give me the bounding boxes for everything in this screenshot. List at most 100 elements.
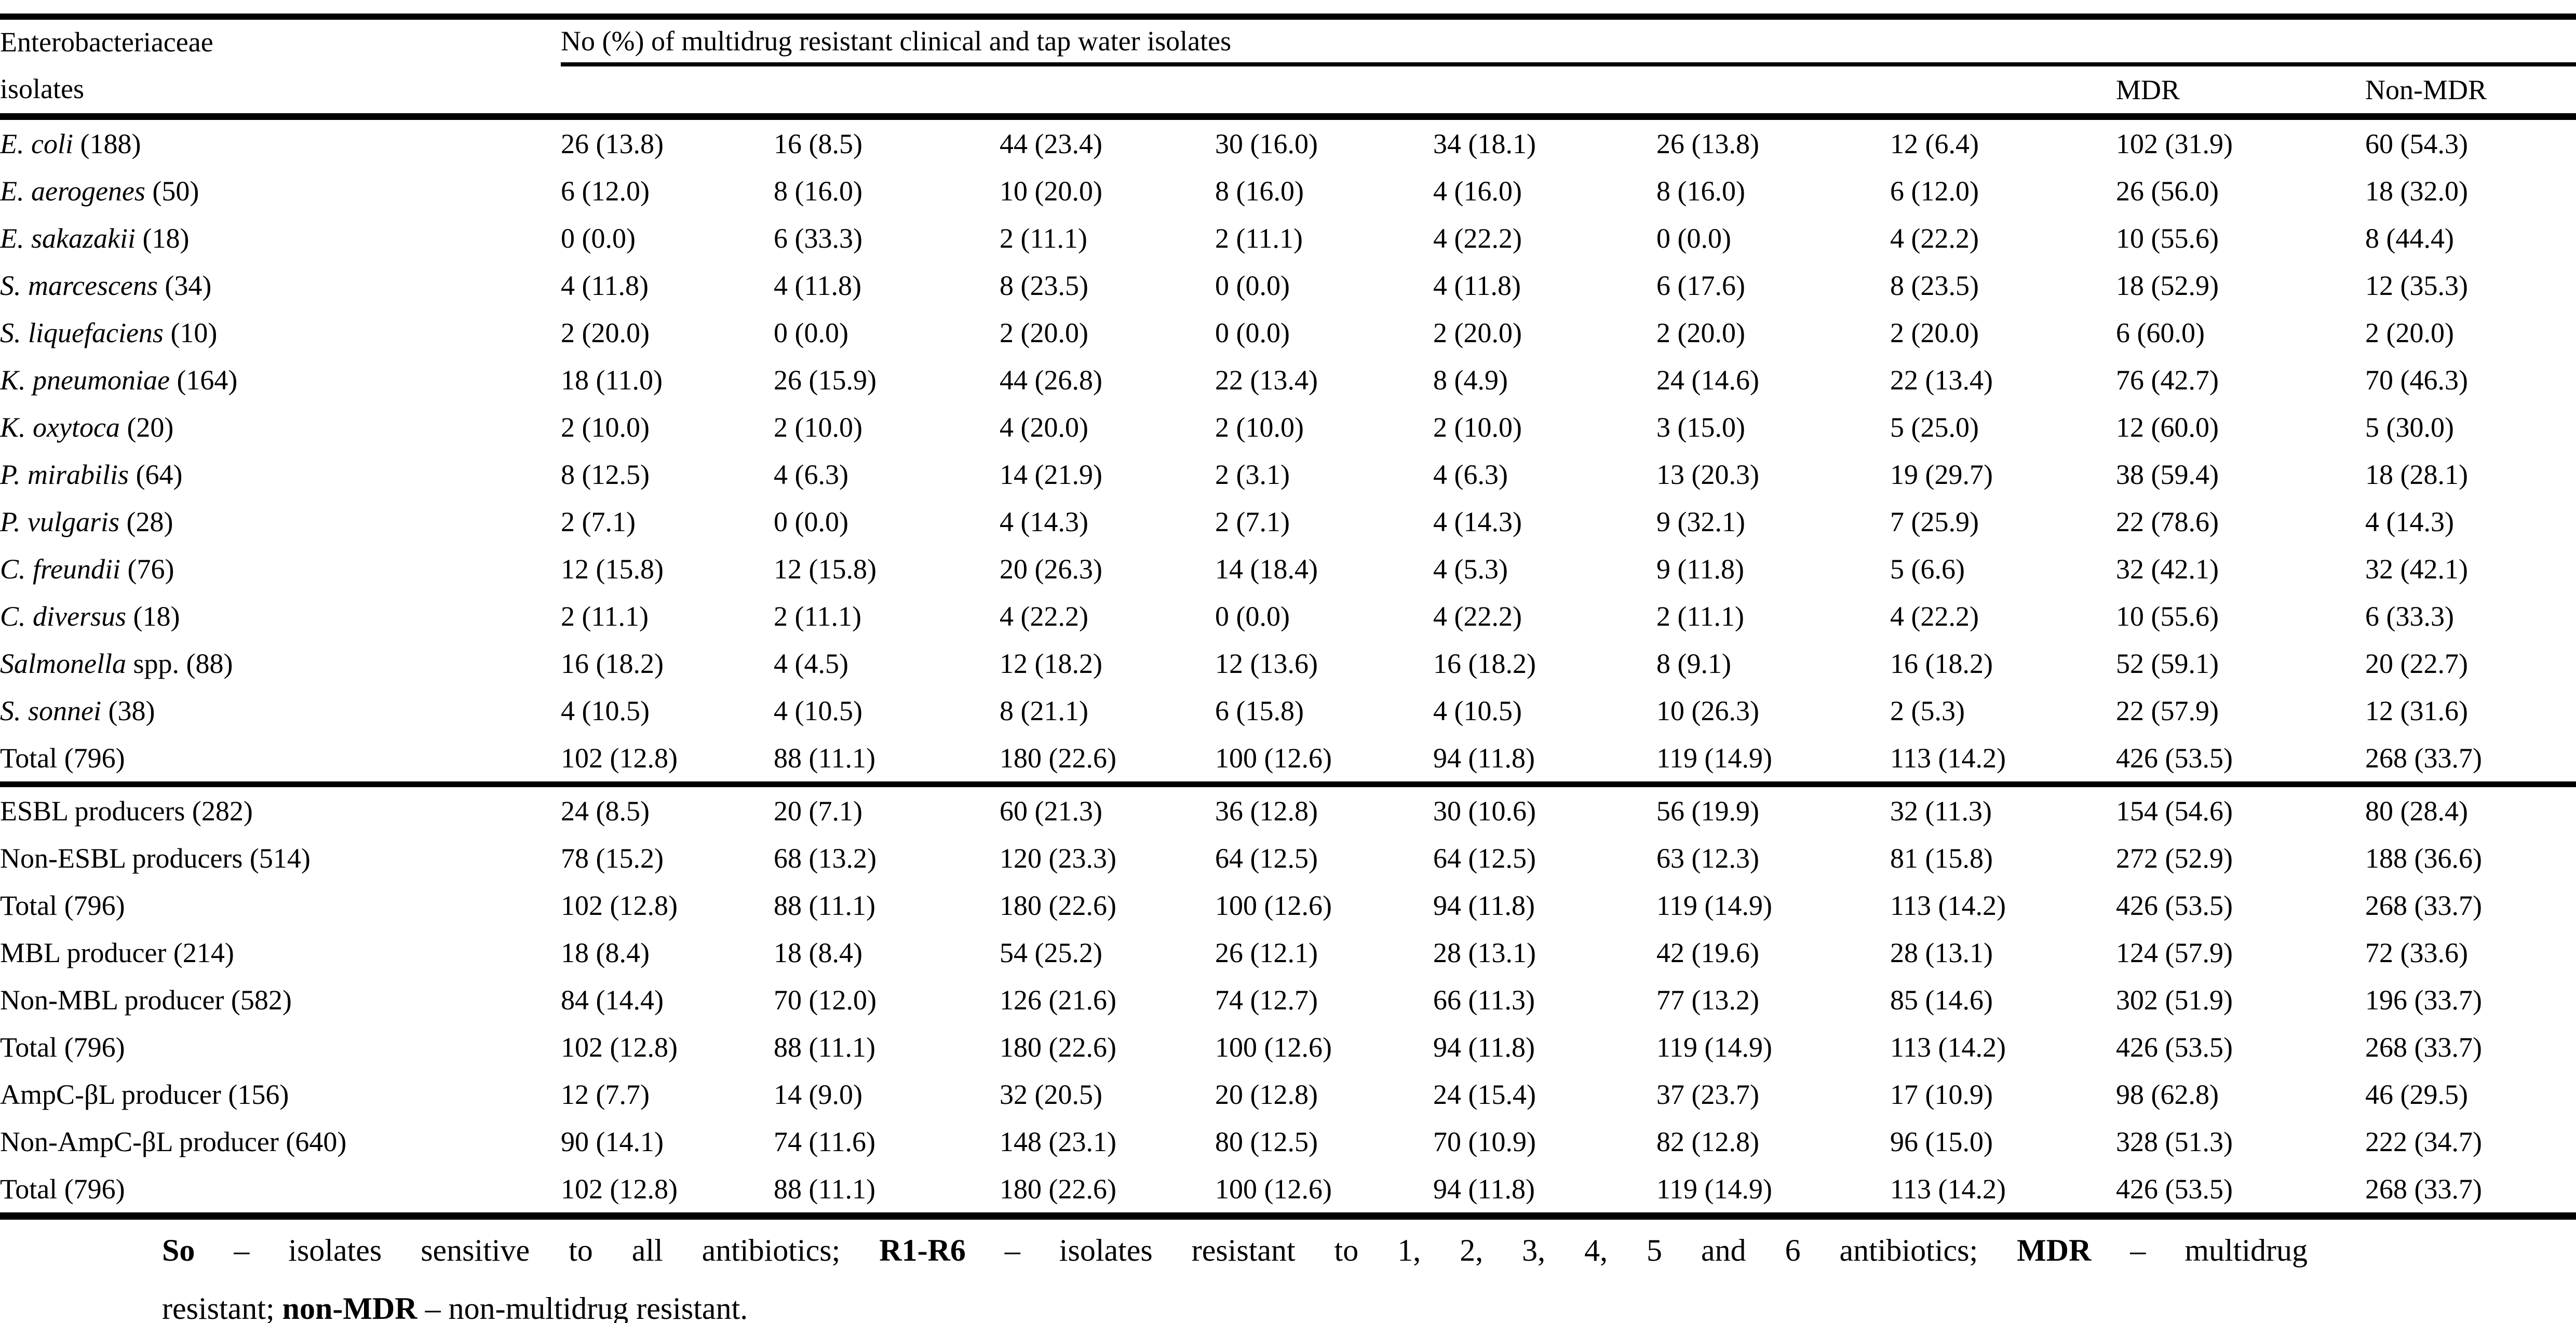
value-cell-mdr: 26 (56.0) bbox=[2116, 175, 2219, 207]
table-row: Total (796) 102 (12.8) 88 (11.1) 180 (22.6)… bbox=[0, 1165, 2576, 1220]
isolate-name-italic: C. freundii bbox=[0, 553, 121, 585]
value-cell-non-mdr: 60 (54.3) bbox=[2365, 128, 2468, 159]
isolate-name-cell: K. pneumoniae (164) bbox=[0, 356, 561, 403]
value-cell-non-mdr: 268 (33.7) bbox=[2365, 889, 2482, 921]
value-cell-r5: 82 (12.8) bbox=[1656, 1126, 1759, 1157]
value-cell-r6: 17 (10.9) bbox=[1890, 1078, 1993, 1110]
value-cell-r2: 8 (21.1) bbox=[1000, 695, 1088, 726]
value-cell-r3: 100 (12.6) bbox=[1215, 1031, 1332, 1063]
value-cell-r6: 113 (14.2) bbox=[1890, 1165, 2116, 1220]
value-cell-r2: 126 (21.6) bbox=[1000, 984, 1116, 1016]
value-cell-r1: 8 (16.0) bbox=[774, 175, 862, 207]
value-cell-r3: 100 (12.6) bbox=[1215, 889, 1332, 921]
value-cell-mdr: 52 (59.1) bbox=[2116, 647, 2219, 679]
value-cell-so: 18 (11.0) bbox=[561, 364, 663, 396]
value-cell-r6: 6 (12.0) bbox=[1890, 175, 1979, 207]
value-cell-mdr: 102 (31.9) bbox=[2116, 128, 2233, 159]
value-cell-r4: 4 (10.5) bbox=[1433, 695, 1522, 726]
value-cell-r5: 37 (23.7) bbox=[1656, 1078, 1759, 1110]
value-cell-r2: 8 (23.5) bbox=[1000, 269, 1088, 301]
value-cell-non-mdr: 222 (34.7) bbox=[2365, 1126, 2482, 1157]
value-cell-non-mdr: 8 (44.4) bbox=[2365, 222, 2454, 254]
value-cell-r5: 2 (11.1) bbox=[1656, 600, 1744, 632]
value-cell-mdr: 272 (52.9) bbox=[2116, 842, 2233, 874]
value-cell-r1: 88 (11.1) bbox=[774, 734, 1000, 787]
value-cell-r1: 0 (0.0) bbox=[774, 506, 848, 537]
value-cell-r1: 2 (10.0) bbox=[774, 411, 862, 443]
value-cell-r6: 4 (22.2) bbox=[1890, 222, 1979, 254]
value-cell-r5: 119 (14.9) bbox=[1656, 1031, 1772, 1063]
isolate-name-rest: Total (796) bbox=[0, 1031, 125, 1063]
value-cell-r2: 2 (20.0) bbox=[1000, 317, 1088, 348]
value-cell-r6: 19 (29.7) bbox=[1890, 458, 1993, 490]
isolate-name-italic: S. liquefaciens bbox=[0, 317, 164, 348]
value-cell-r4: 34 (18.1) bbox=[1433, 128, 1536, 159]
empty-subheader bbox=[1890, 64, 2116, 120]
isolate-name-cell: Total (796) bbox=[0, 1023, 561, 1071]
isolate-name-italic: P. vulgaris bbox=[0, 506, 120, 537]
value-cell-r5: 119 (14.9) bbox=[1656, 889, 1772, 921]
value-cell-r2: 180 (22.6) bbox=[1000, 889, 1116, 921]
value-cell-r4: 16 (18.2) bbox=[1433, 647, 1536, 679]
isolate-name-cell: P. mirabilis (64) bbox=[0, 451, 561, 498]
value-cell-mdr: 22 (57.9) bbox=[2116, 695, 2219, 726]
isolate-name-italic: K. pneumoniae bbox=[0, 364, 170, 396]
mdr-column-header: MDR bbox=[2116, 64, 2365, 120]
isolate-name-cell: Non-AmpC-βL producer (640) bbox=[0, 1118, 561, 1165]
isolate-name-cell: Total (796) bbox=[0, 882, 561, 929]
table-row: P. mirabilis (64) 8 (12.5) 4 (6.3) 14 (21.9… bbox=[0, 451, 2576, 498]
value-cell-non-mdr: 72 (33.6) bbox=[2365, 937, 2468, 968]
non-mdr-column-header: Non-MDR bbox=[2365, 64, 2576, 120]
table-row: S. marcescens (34) 4 (11.8) 4 (11.8) 8 (23.… bbox=[0, 262, 2576, 309]
isolate-name-cell: P. vulgaris (28) bbox=[0, 498, 561, 545]
table-row: Non-ESBL producers (514) 78 (15.2) 68 (13.… bbox=[0, 834, 2576, 882]
table-row: E. aerogenes (50) 6 (12.0) 8 (16.0) 10 (20.… bbox=[0, 167, 2576, 214]
value-cell-r3: 2 (3.1) bbox=[1215, 458, 1290, 490]
isolate-name-rest: Non-ESBL producers (514) bbox=[0, 842, 311, 874]
table-body: E. coli (188) 26 (13.8) 16 (8.5) 44 (23.4) 3… bbox=[0, 117, 2576, 1220]
value-cell-r3: 6 (15.8) bbox=[1215, 695, 1304, 726]
value-cell-r6: 32 (11.3) bbox=[1890, 795, 1992, 827]
value-cell-r3: 8 (16.0) bbox=[1215, 175, 1304, 207]
footnote-line: resistant; non-MDR – non-multidrug resis… bbox=[162, 1279, 2308, 1323]
value-cell-r1: 2 (11.1) bbox=[774, 600, 861, 632]
value-cell-mdr: 18 (52.9) bbox=[2116, 269, 2219, 301]
value-cell-so: 102 (12.8) bbox=[561, 734, 774, 787]
value-cell-mdr: 154 (54.6) bbox=[2116, 795, 2233, 827]
isolate-name-italic: E. aerogenes bbox=[0, 175, 145, 207]
value-cell-r4: 28 (13.1) bbox=[1433, 937, 1536, 968]
value-cell-r5: 13 (20.3) bbox=[1656, 458, 1759, 490]
value-cell-r3: 100 (12.6) bbox=[1215, 734, 1433, 787]
value-cell-r4: 64 (12.5) bbox=[1433, 842, 1536, 874]
value-cell-r6: 8 (23.5) bbox=[1890, 269, 1979, 301]
empty-subheader bbox=[1000, 64, 1215, 120]
value-cell-r1: 18 (8.4) bbox=[774, 937, 862, 968]
value-cell-r4: 4 (22.2) bbox=[1433, 600, 1522, 632]
isolate-name-rest: (34) bbox=[157, 269, 212, 301]
isolate-name-rest: (64) bbox=[129, 458, 183, 490]
isolate-name-italic: E. sakazakii bbox=[0, 222, 136, 254]
value-cell-so: 102 (12.8) bbox=[561, 1165, 774, 1220]
value-cell-r1: 0 (0.0) bbox=[774, 317, 848, 348]
table-row: K. pneumoniae (164) 18 (11.0) 26 (15.9) 44 … bbox=[0, 356, 2576, 403]
value-cell-so: 78 (15.2) bbox=[561, 842, 664, 874]
value-cell-r2: 10 (20.0) bbox=[1000, 175, 1102, 207]
value-cell-mdr: 328 (51.3) bbox=[2116, 1126, 2233, 1157]
value-cell-mdr: 10 (55.6) bbox=[2116, 600, 2219, 632]
table-row: Salmonella spp. (88) 16 (18.2) 4 (4.5) 12 (… bbox=[0, 640, 2576, 687]
footnote-text: – isolates resistant to 1, 2, 3, 4, 5 an… bbox=[965, 1233, 2017, 1267]
table-row: E. coli (188) 26 (13.8) 16 (8.5) 44 (23.4) 3… bbox=[0, 117, 2576, 168]
value-cell-mdr: 22 (78.6) bbox=[2116, 506, 2219, 537]
footnote-text: – isolates sensitive to all antibiotics; bbox=[195, 1233, 880, 1267]
value-cell-so: 2 (20.0) bbox=[561, 317, 650, 348]
value-cell-r2: 32 (20.5) bbox=[1000, 1078, 1102, 1110]
value-cell-r1: 70 (12.0) bbox=[774, 984, 876, 1016]
table-row: K. oxytoca (20) 2 (10.0) 2 (10.0) 4 (20.0) 2… bbox=[0, 403, 2576, 451]
value-cell-r6: 113 (14.2) bbox=[1890, 1031, 2006, 1063]
value-cell-non-mdr: 46 (29.5) bbox=[2365, 1078, 2468, 1110]
isolate-name-rest: (18) bbox=[135, 222, 190, 254]
value-cell-r4: 4 (22.2) bbox=[1433, 222, 1522, 254]
value-cell-r2: 4 (14.3) bbox=[1000, 506, 1088, 537]
isolate-name-italic: P. mirabilis bbox=[0, 458, 129, 490]
